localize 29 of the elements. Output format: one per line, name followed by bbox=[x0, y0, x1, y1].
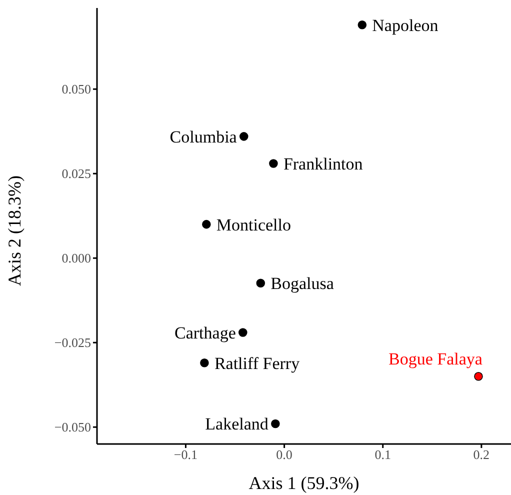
point bbox=[358, 20, 367, 30]
y-tick-label: 0.000 bbox=[62, 250, 91, 266]
annotation: Lakeland bbox=[205, 414, 269, 434]
point bbox=[239, 132, 248, 141]
point bbox=[238, 328, 248, 337]
annotation: Franklinton bbox=[283, 154, 364, 174]
point bbox=[474, 372, 483, 381]
y-tick-label: 0.050 bbox=[62, 82, 91, 97]
annotation: Bogue Falaya bbox=[388, 349, 483, 368]
y-tick-label: −0.025 bbox=[54, 335, 91, 350]
point bbox=[202, 220, 211, 229]
y-axis-title: Axis 2 (18.3%) bbox=[4, 176, 24, 286]
x-tick-label: 0.0 bbox=[276, 447, 292, 462]
point bbox=[200, 358, 209, 368]
y-tick-label: 0.025 bbox=[62, 166, 91, 182]
annotation: Ratliff Ferry bbox=[214, 354, 300, 373]
x-tick-label: 0.2 bbox=[473, 447, 490, 462]
y-tick-label: −0.050 bbox=[54, 420, 91, 435]
annotation: Napoleon bbox=[372, 16, 439, 35]
annotation: Carthage bbox=[174, 323, 236, 342]
point bbox=[271, 419, 280, 428]
annotation: Monticello bbox=[216, 215, 292, 234]
annotation: Bogalusa bbox=[270, 274, 334, 294]
x-tick-label: 0.1 bbox=[374, 447, 391, 462]
point bbox=[269, 159, 278, 168]
annotation: Columbia bbox=[170, 127, 238, 146]
x-axis-title: Axis 1 (59.3%) bbox=[248, 473, 360, 493]
x-tick-label: −0.1 bbox=[174, 447, 198, 462]
point bbox=[256, 278, 266, 288]
